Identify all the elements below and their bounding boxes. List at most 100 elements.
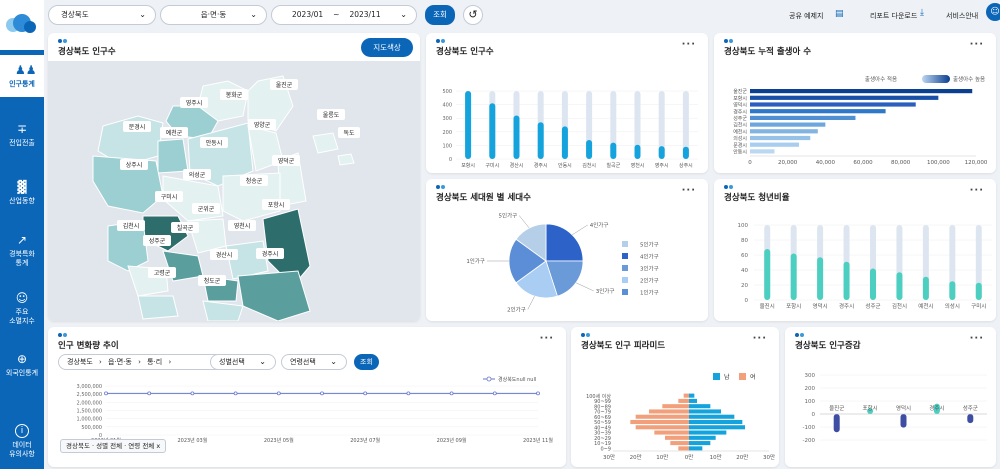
chart-up-icon: ↗ bbox=[16, 233, 28, 247]
remove-tag-icon[interactable]: x bbox=[156, 442, 161, 450]
x-tick-label: 예천시 bbox=[918, 302, 933, 310]
sidebar-item-foreigner[interactable]: ⊕ 외국인통계 bbox=[0, 352, 44, 378]
sidebar-label: 산업동향 bbox=[9, 197, 35, 205]
y-tick-label: 100 bbox=[442, 143, 452, 149]
bar bbox=[561, 126, 568, 159]
globe-people-icon: ⊕ bbox=[16, 352, 28, 366]
region-gyeongju[interactable] bbox=[237, 270, 311, 322]
age-select[interactable]: 연령선택 ⌄ bbox=[281, 354, 347, 370]
bar-male bbox=[689, 419, 743, 425]
region-goryeong[interactable] bbox=[137, 295, 179, 320]
region-select[interactable]: 경상북도 ⌄ bbox=[48, 5, 156, 25]
sidebar-item-industry[interactable]: ▓ 산업동향 bbox=[0, 180, 44, 206]
leader-line bbox=[527, 296, 535, 310]
slice-label: 1인가구 bbox=[466, 257, 485, 265]
label-goryeong: 고령군 bbox=[154, 269, 171, 277]
x-tick-label: 20,000 bbox=[778, 160, 798, 166]
download-icon[interactable]: ⤓ bbox=[920, 8, 924, 18]
map-label: 독도 bbox=[338, 127, 360, 138]
district-select[interactable]: 읍·면·동 ⌄ bbox=[160, 5, 267, 25]
bar-female bbox=[649, 409, 689, 414]
y-tick-label: 김천시 bbox=[733, 122, 747, 129]
bar-female bbox=[678, 398, 689, 403]
breadcrumb-item[interactable]: 경상북도 bbox=[67, 358, 93, 366]
x-tick-label: 100,000 bbox=[927, 160, 950, 166]
age-value: 연령선택 bbox=[290, 358, 316, 366]
sidebar-item-special[interactable]: ↗ 경북특화 통계 bbox=[0, 233, 44, 268]
logo[interactable] bbox=[0, 0, 44, 50]
youth-bar-chart: 100 80 60 40 20 0 울진시 포항시 영덕시 경주시 성주군 김천시 예천시 의성시 구미시 bbox=[738, 223, 992, 310]
bar-female bbox=[635, 414, 689, 419]
sidebar-item-notice[interactable]: i 데이터 유의사항 bbox=[0, 424, 44, 459]
map-label: 봉화군 bbox=[220, 89, 248, 100]
x-tick-label: 0 bbox=[748, 160, 752, 166]
more-options-icon[interactable]: ··· bbox=[969, 39, 984, 50]
user-avatar[interactable]: ☺ bbox=[986, 3, 1000, 21]
sidebar-item-extinction[interactable]: ☺ 주요 소멸지수 bbox=[0, 291, 44, 326]
more-options-icon[interactable]: ··· bbox=[752, 333, 767, 344]
label-yeongyang: 영양군 bbox=[254, 121, 271, 129]
service-guide-link[interactable]: 서비스안내 bbox=[946, 12, 979, 20]
bar bbox=[900, 414, 907, 428]
more-options-icon[interactable]: ··· bbox=[681, 39, 696, 50]
bar bbox=[489, 103, 496, 159]
title-mark bbox=[795, 333, 805, 337]
x-tick-label: 2023년 07월 bbox=[350, 437, 380, 444]
y-tick-label: 의성시 bbox=[733, 135, 747, 142]
share-link[interactable]: 공유 예제지 bbox=[789, 12, 824, 20]
region-yecheon[interactable] bbox=[157, 138, 189, 174]
more-options-icon[interactable]: ··· bbox=[681, 185, 696, 196]
bar-male bbox=[689, 446, 703, 451]
filter-tag-label: 경상북도 · 성별 전체 · 연령 전체 bbox=[66, 442, 155, 450]
y-tick-label: 문경시 bbox=[733, 142, 747, 149]
trend-search-button[interactable]: 조회 bbox=[354, 354, 379, 370]
sidebar-item-population[interactable]: ♟♟ 인구통계 bbox=[0, 55, 44, 97]
factory-icon: ▓ bbox=[17, 180, 27, 194]
region-sangju[interactable] bbox=[92, 155, 164, 214]
search-button[interactable]: 조회 bbox=[425, 5, 455, 25]
refresh-icon[interactable]: ↺ bbox=[463, 5, 483, 25]
bar-female bbox=[670, 441, 689, 446]
leader-line bbox=[575, 282, 594, 292]
gender-select[interactable]: 성별선택 ⌄ bbox=[210, 354, 276, 370]
report-download-link[interactable]: 리포트 다운로드 bbox=[870, 12, 918, 20]
region-ulleung[interactable] bbox=[312, 132, 339, 154]
map-label: 군위군 bbox=[192, 203, 220, 214]
bar-female bbox=[630, 419, 689, 425]
more-options-icon[interactable]: ··· bbox=[969, 333, 984, 344]
map-color-button[interactable]: 지도색상 bbox=[361, 38, 413, 57]
youth-title: 경상북도 청년비율 bbox=[724, 193, 790, 203]
y-tick-label: -100 bbox=[803, 425, 816, 431]
date-range[interactable]: 2023/01 ~2023/11 ⌄ bbox=[271, 5, 417, 25]
region-cheongdo[interactable] bbox=[202, 300, 244, 322]
population-bar-title: 경상북도 인구수 bbox=[436, 47, 494, 57]
breadcrumb-item[interactable]: 읍·면·동 bbox=[108, 358, 132, 366]
x-tick-label: 2023년 11월 bbox=[523, 437, 553, 444]
breadcrumb[interactable]: 경상북도 › 읍·면·동 › 통·리 › bbox=[58, 354, 248, 370]
y-tick-label: 울진군 bbox=[733, 88, 747, 95]
y-tick-label: 40 bbox=[741, 268, 748, 274]
chat-icon[interactable]: ▤ bbox=[835, 9, 844, 19]
bar-track bbox=[975, 225, 982, 300]
label-cheongdo: 청도군 bbox=[204, 278, 221, 285]
sidebar-item-migration[interactable]: ∓ 전입전출 bbox=[0, 122, 44, 148]
chevron-down-icon: ⌄ bbox=[330, 357, 337, 366]
legend-marker bbox=[486, 376, 492, 382]
data-point bbox=[536, 391, 540, 396]
pie-slice bbox=[545, 223, 584, 262]
bar bbox=[750, 102, 916, 107]
gyeongbuk-map: 울진군 봉화군 영주시 울릉도 독도 문경시 예천군 영양군 안동시 상주시 영… bbox=[92, 75, 360, 322]
title-mark bbox=[58, 333, 68, 337]
label-yeongju: 영주시 bbox=[186, 99, 203, 107]
label-sangju: 상주시 bbox=[126, 161, 143, 169]
more-options-icon[interactable]: ··· bbox=[969, 185, 984, 196]
change-bar-chart: 300 200 100 0 -100 -200 울진군 포항시 영덕시 경주시 성주군 bbox=[803, 373, 987, 444]
map-label: 안동시 bbox=[200, 137, 228, 148]
x-tick-label: 120,000 bbox=[965, 160, 988, 166]
breadcrumb-item[interactable]: 통·리 bbox=[147, 358, 163, 366]
y-tick-label: 2,000,000 bbox=[77, 400, 102, 406]
more-options-icon[interactable]: ··· bbox=[539, 333, 554, 344]
bar-track bbox=[658, 91, 665, 159]
x-tick-label: 80,000 bbox=[891, 160, 911, 166]
region-dokdo[interactable] bbox=[337, 153, 355, 166]
